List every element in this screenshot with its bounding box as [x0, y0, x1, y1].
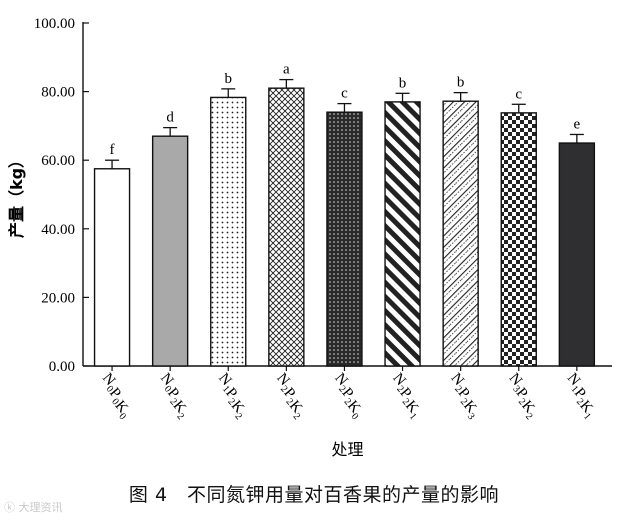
bar	[500, 112, 537, 367]
y-tick-label: 60.00	[41, 153, 75, 169]
x-axis-title: 处理	[331, 440, 363, 459]
bar	[93, 168, 131, 367]
significance-label: a	[283, 62, 290, 78]
significance-label: f	[110, 142, 115, 158]
significance-label: e	[574, 116, 581, 132]
significance-label: b	[225, 71, 233, 87]
x-tick-label: N2P2K3	[439, 370, 489, 422]
bar	[558, 142, 596, 367]
bars	[93, 78, 596, 367]
figure-caption: 图 4 不同氮钾用量对百香果的产量的影响	[128, 484, 500, 506]
significance-label: b	[399, 75, 407, 91]
bar	[151, 135, 189, 367]
y-tick-label: 100.00	[34, 16, 75, 32]
labels: f N0P0K0 d N0P2K2 b N1P2K2 a N2P2K2 c N2P2K0 b N2P2…	[91, 62, 605, 423]
y-tick-label: 20.00	[41, 290, 75, 306]
significance-label: d	[166, 110, 174, 126]
bar	[326, 111, 363, 367]
x-tick-label: N2P2K2	[265, 370, 315, 422]
bar	[442, 100, 479, 367]
significance-label: b	[457, 75, 465, 91]
significance-label: c	[341, 86, 348, 102]
bar	[210, 96, 247, 367]
x-tick-label: N2P2K1	[381, 370, 431, 422]
bar	[384, 101, 421, 367]
x-tick-label: N0P2K2	[149, 370, 199, 422]
y-tick-label: 0.00	[49, 359, 75, 375]
x-tick-label: N0P0K0	[91, 370, 141, 422]
x-tick-label: N1P2K1	[555, 370, 605, 422]
x-tick-label: N3P2K2	[497, 370, 547, 422]
significance-label: c	[515, 86, 522, 102]
y-axis-title: 产量（kg）	[7, 152, 26, 238]
x-tick-label: N1P2K2	[207, 370, 257, 422]
bar	[268, 87, 305, 367]
x-tick-label: N2P2K0	[323, 370, 373, 422]
y-tick-label: 80.00	[41, 85, 75, 101]
y-tick-label: 40.00	[41, 222, 75, 238]
watermark-text: ⓚ 大理资讯	[4, 501, 63, 514]
bar-chart: 0.00 20.00 40.00 60.00 80.00 100.00 产量（kg） 处理 f…	[7, 16, 612, 459]
